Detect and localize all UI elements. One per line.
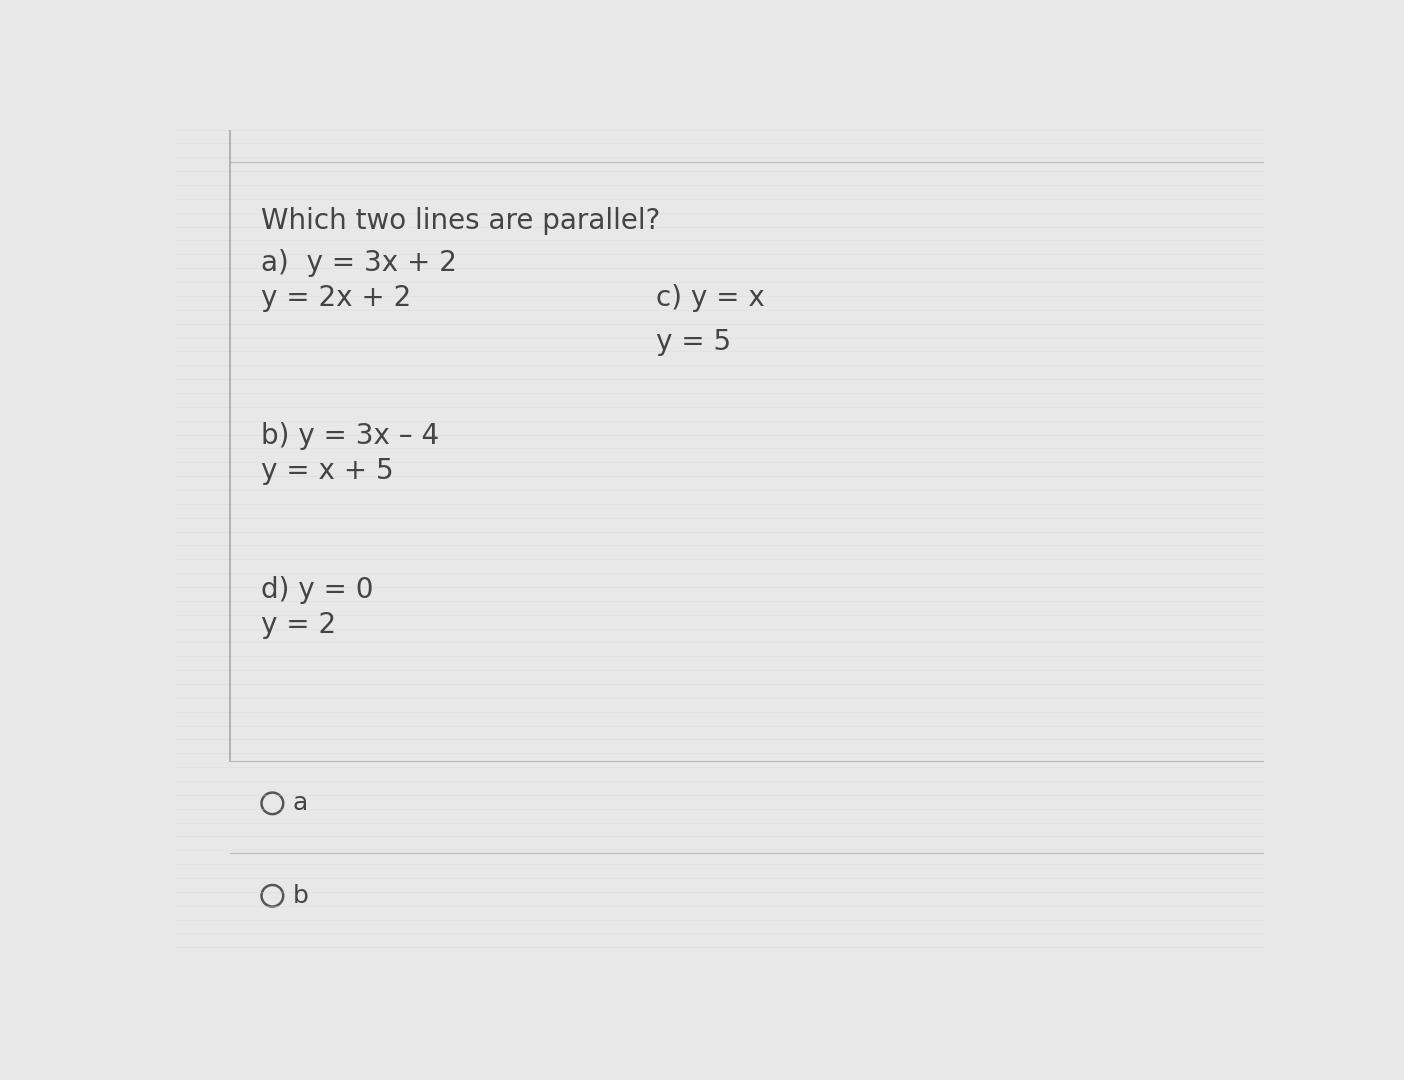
Text: d) y = 0: d) y = 0 bbox=[261, 577, 373, 604]
Text: Which two lines are parallel?: Which two lines are parallel? bbox=[261, 206, 660, 234]
Text: c) y = x: c) y = x bbox=[656, 284, 765, 312]
Text: y = 2: y = 2 bbox=[261, 611, 336, 639]
Text: b: b bbox=[292, 883, 309, 908]
Text: a: a bbox=[292, 792, 307, 815]
Text: y = x + 5: y = x + 5 bbox=[261, 457, 393, 485]
Text: a)  y = 3x + 2: a) y = 3x + 2 bbox=[261, 249, 456, 276]
Text: y = 2x + 2: y = 2x + 2 bbox=[261, 284, 411, 312]
Text: y = 5: y = 5 bbox=[656, 328, 731, 356]
Text: b) y = 3x – 4: b) y = 3x – 4 bbox=[261, 422, 439, 450]
